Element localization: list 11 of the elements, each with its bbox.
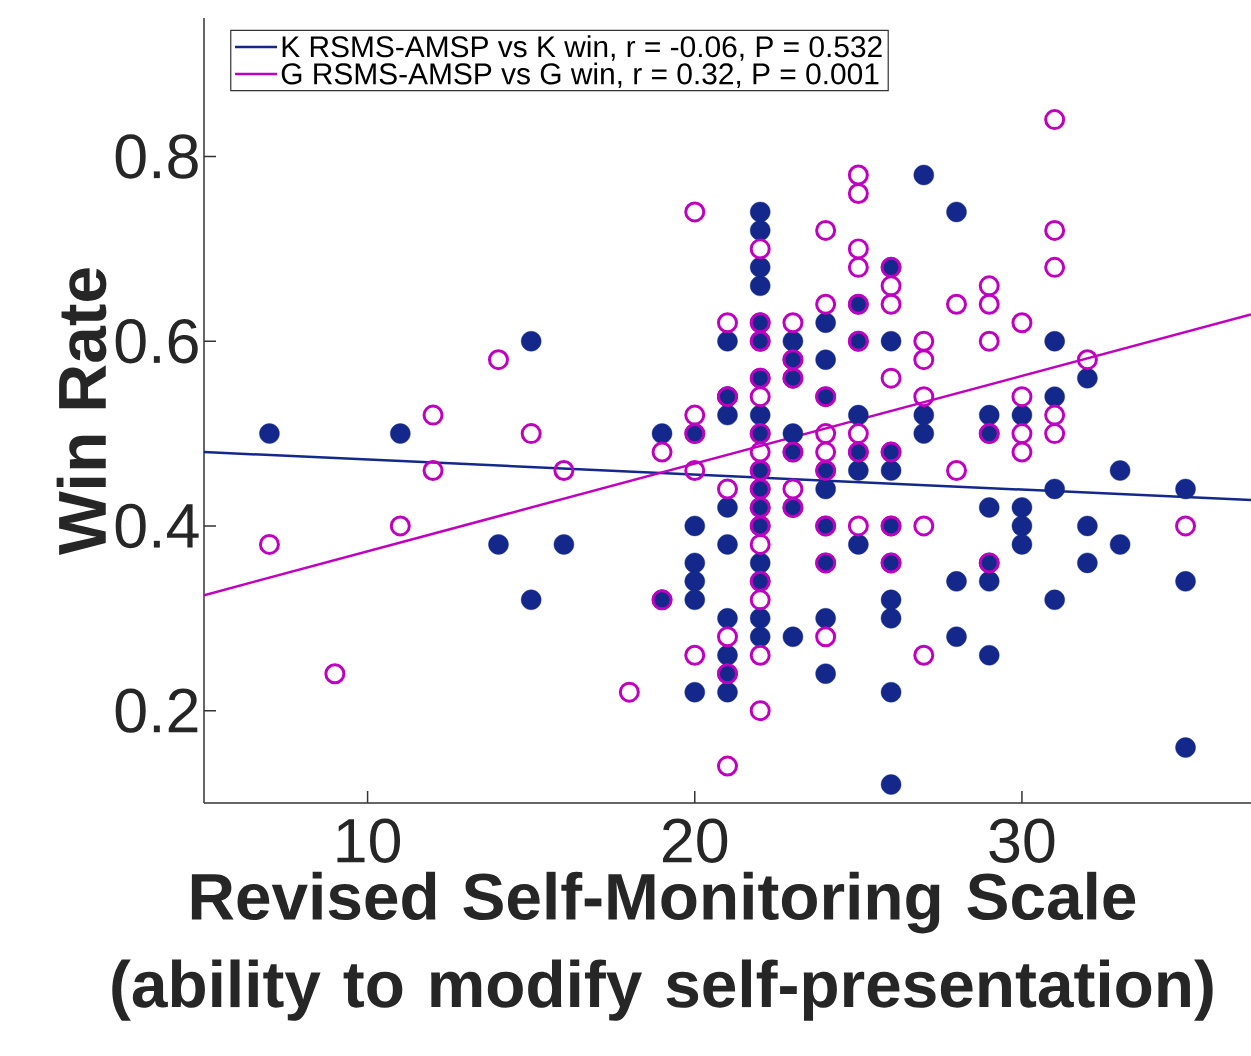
y-tick-label: 0.2 — [115, 688, 198, 733]
legend-label: K RSMS-AMSP vs K win, r = -0.06, P = 0.532 — [282, 35, 882, 61]
x-tick-label: 30 — [989, 818, 1055, 863]
x-axis-title: Revised Self-Monitoring Scale (ability to modify self-presentation) — [112, 871, 1213, 1021]
x-tick-label: 20 — [663, 818, 728, 863]
y-axis-title: Win Rate — [56, 268, 107, 556]
legend-label: G RSMS-AMSP vs G win, r = 0.32, P = 0.001 — [281, 62, 879, 88]
y-tick-label: 0.6 — [115, 319, 198, 364]
y-tick-label: 0.4 — [115, 503, 199, 549]
y-tick-label: 0.8 — [115, 134, 198, 179]
x-tick-label: 10 — [337, 818, 401, 863]
